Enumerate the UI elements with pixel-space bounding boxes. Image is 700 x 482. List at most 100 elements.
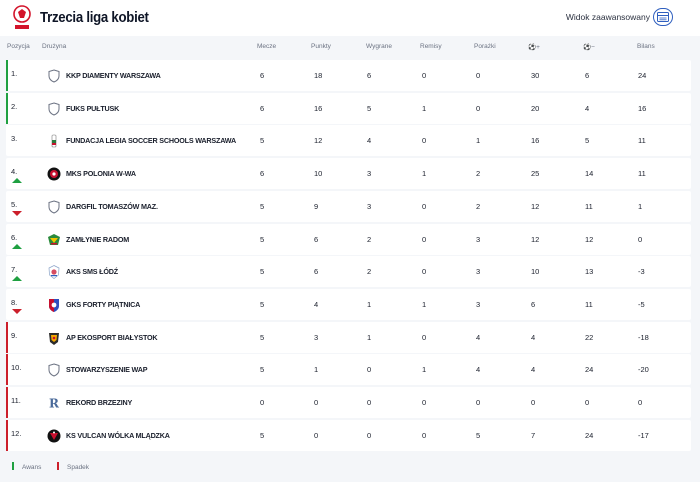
wins-cell: 0 xyxy=(367,365,372,375)
table-row[interactable]: 12. KS VULCAN WÓLKA MLĄDZKA 5 0 0 0 5 7 24 -17 xyxy=(6,419,691,451)
points-cell: 4 xyxy=(314,299,319,309)
column-header-balance[interactable]: Bilans xyxy=(637,43,655,50)
team-name[interactable]: REKORD BRZEZINY xyxy=(66,398,133,407)
table-row[interactable]: 6. ZAMŁYNIE RADOM 5 6 2 0 3 12 12 0 xyxy=(6,223,691,255)
matches-cell: 5 xyxy=(260,201,265,211)
position-cell: 9. xyxy=(11,330,18,340)
goals-for-cell: 20 xyxy=(531,103,540,113)
team-name[interactable]: AP EKOSPORT BIAŁYSTOK xyxy=(66,332,158,342)
table-row[interactable]: 11. R REKORD BRZEZINY 0 0 0 0 0 0 0 0 xyxy=(6,387,691,418)
goals-for-cell: 16 xyxy=(531,136,540,146)
table-row[interactable]: 4. MKS POLONIA W-WA 6 10 3 1 2 25 14 11 xyxy=(6,158,691,190)
goals-against-cell: 6 xyxy=(585,71,590,80)
points-cell: 10 xyxy=(314,169,323,179)
shield-icon xyxy=(48,200,60,214)
column-header-draws[interactable]: Remisy xyxy=(420,43,442,50)
table-row[interactable]: 8. GKS FORTY PIĄTNICA 5 4 1 1 3 6 11 -5 xyxy=(6,288,691,320)
matches-cell: 6 xyxy=(260,103,265,113)
trend-down-icon xyxy=(12,308,22,314)
trend-up-icon xyxy=(12,276,22,282)
aks-crest-icon xyxy=(48,265,60,280)
shield-icon xyxy=(48,102,60,116)
points-cell: 12 xyxy=(314,136,323,146)
table-header: Pozycja Drużyna Mecze Punkty Wygrane Rem… xyxy=(0,36,700,58)
column-header-position[interactable]: Pozycja xyxy=(7,43,30,50)
column-header-team[interactable]: Drużyna xyxy=(42,43,67,50)
wins-cell: 4 xyxy=(367,136,372,146)
team-name[interactable]: STOWARZYSZENIE WAP xyxy=(66,365,148,375)
gks-crest-icon xyxy=(49,298,59,312)
team-name[interactable]: ZAMŁYNIE RADOM xyxy=(66,234,130,244)
column-header-matches[interactable]: Mecze xyxy=(257,43,277,50)
advanced-view-toggle[interactable] xyxy=(653,8,673,26)
shield-icon xyxy=(48,69,60,83)
column-header-points[interactable]: Punkty xyxy=(311,43,331,50)
team-name[interactable]: DARGFIL TOMASZÓW MAZ. xyxy=(66,201,158,211)
promotion-marker xyxy=(12,462,14,470)
team-name[interactable]: KKP DIAMENTY WARSZAWA xyxy=(66,71,161,80)
balance-cell: 16 xyxy=(638,103,647,113)
team-name[interactable]: MKS POLONIA W-WA xyxy=(66,169,136,179)
position-cell: 6. xyxy=(11,232,18,242)
position-cell: 8. xyxy=(11,297,18,307)
table-row[interactable]: 1. KKP DIAMENTY WARSZAWA 6 18 6 0 0 30 6 24 xyxy=(6,60,691,91)
column-header-goals-for[interactable]: ⚽+ xyxy=(528,44,540,51)
goals-against-cell: 22 xyxy=(585,332,594,342)
balance-cell: 0 xyxy=(638,234,643,244)
balance-cell: -17 xyxy=(638,430,649,440)
table-row[interactable]: 3. FUNDACJA LEGIA SOCCER SCHOOLS WARSZAWA… xyxy=(6,125,691,157)
table-row[interactable]: 5. DARGFIL TOMASZÓW MAZ. 5 9 3 0 2 12 11 1 xyxy=(6,190,691,222)
goals-for-cell: 4 xyxy=(531,365,536,375)
table-row[interactable]: 9. AP EKOSPORT BIAŁYSTOK 5 3 1 0 4 4 22 -18 xyxy=(6,321,691,353)
matches-cell: 5 xyxy=(260,365,265,375)
wins-cell: 5 xyxy=(367,103,372,113)
goals-against-cell: 5 xyxy=(585,136,590,146)
wins-cell: 3 xyxy=(367,169,372,179)
goals-against-cell: 11 xyxy=(585,299,593,309)
position-cell: 12. xyxy=(11,428,22,438)
legia-crest-icon xyxy=(51,135,57,148)
points-cell: 6 xyxy=(314,234,319,244)
relegation-zone-marker xyxy=(6,354,8,386)
losses-cell: 0 xyxy=(476,398,481,407)
losses-cell: 0 xyxy=(476,103,481,113)
goals-for-cell: 12 xyxy=(531,234,540,244)
points-cell: 3 xyxy=(314,332,319,342)
trend-down-icon xyxy=(12,210,22,216)
trend-up-icon xyxy=(12,243,22,249)
relegation-zone-marker xyxy=(6,387,8,418)
draws-cell: 0 xyxy=(422,267,427,277)
points-cell: 16 xyxy=(314,103,323,113)
draws-cell: 0 xyxy=(422,234,427,244)
team-name[interactable]: GKS FORTY PIĄTNICA xyxy=(66,299,141,309)
column-header-wins[interactable]: Wygrane xyxy=(366,43,392,50)
wins-cell: 3 xyxy=(367,201,372,211)
column-header-losses[interactable]: Porażki xyxy=(474,43,496,50)
wins-cell: 2 xyxy=(367,234,372,244)
goals-against-cell: 24 xyxy=(585,430,594,440)
balance-cell: 11 xyxy=(638,169,646,179)
balance-cell: 0 xyxy=(638,398,643,407)
team-name[interactable]: FUKS PUŁTUSK xyxy=(66,103,120,113)
advanced-view-label: Widok zaawansowany xyxy=(565,12,650,22)
goals-for-cell: 25 xyxy=(531,169,540,179)
matches-cell: 5 xyxy=(260,136,265,146)
column-header-goals-against[interactable]: ⚽− xyxy=(583,44,595,51)
goals-against-cell: 4 xyxy=(585,103,590,113)
table-row[interactable]: 2. FUKS PUŁTUSK 6 16 5 1 0 20 4 16 xyxy=(6,92,691,124)
position-cell: 4. xyxy=(11,167,18,177)
svg-text:R: R xyxy=(49,397,60,411)
team-name[interactable]: FUNDACJA LEGIA SOCCER SCHOOLS WARSZAWA xyxy=(66,136,236,146)
table-row[interactable]: 7. AKS SMS ŁÓDŹ 5 6 2 0 3 10 13 -3 xyxy=(6,256,691,288)
balance-cell: 11 xyxy=(638,136,646,146)
points-cell: 0 xyxy=(314,398,319,407)
balance-cell: -18 xyxy=(638,332,649,342)
zamlynie-crest-icon xyxy=(48,233,60,245)
goals-against-cell: 0 xyxy=(585,398,590,407)
wins-cell: 0 xyxy=(367,430,372,440)
team-name[interactable]: AKS SMS ŁÓDŹ xyxy=(66,267,118,277)
matches-cell: 0 xyxy=(260,398,265,407)
table-row[interactable]: 10. STOWARZYSZENIE WAP 5 1 0 1 4 4 24 -20 xyxy=(6,354,691,386)
matches-cell: 5 xyxy=(260,430,265,440)
team-name[interactable]: KS VULCAN WÓLKA MLĄDZKA xyxy=(66,430,170,440)
